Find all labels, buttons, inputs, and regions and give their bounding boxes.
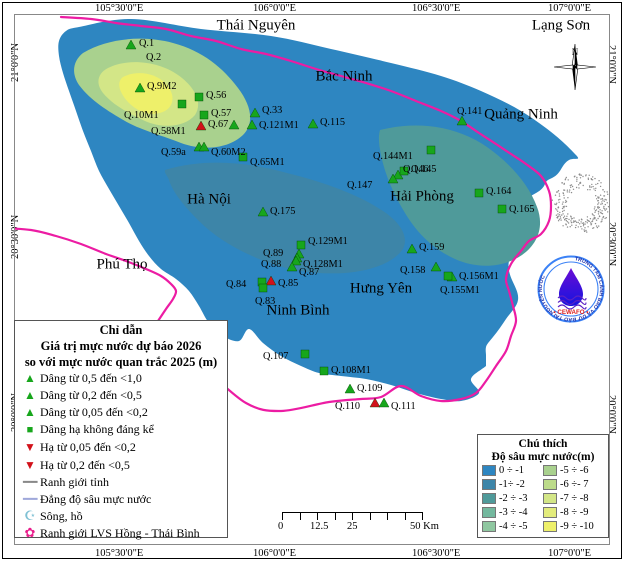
svg-text:Q.109: Q.109 [357, 383, 382, 394]
svg-text:Q.110: Q.110 [335, 401, 360, 412]
svg-text:Q.67: Q.67 [208, 119, 228, 130]
svg-text:Q.59a: Q.59a [161, 147, 186, 158]
svg-text:Q.60M2: Q.60M2 [211, 147, 246, 158]
svg-text:Q.159: Q.159 [419, 242, 444, 253]
svg-text:Q.84: Q.84 [226, 279, 246, 290]
svg-text:Q.129M1: Q.129M1 [308, 236, 348, 247]
svg-text:Q.121M1: Q.121M1 [259, 120, 299, 131]
svg-text:Q.10M1: Q.10M1 [124, 110, 159, 121]
svg-text:Q.2: Q.2 [146, 52, 161, 63]
svg-text:Q.144M1: Q.144M1 [373, 151, 413, 162]
svg-text:Q.1: Q.1 [139, 38, 154, 49]
svg-text:Q.108M1: Q.108M1 [331, 365, 371, 376]
svg-text:Q.88: Q.88 [261, 259, 281, 270]
svg-text:Q.89: Q.89 [263, 248, 283, 259]
svg-text:Q.9M2: Q.9M2 [147, 81, 176, 92]
svg-text:Q.164: Q.164 [486, 186, 511, 197]
svg-text:Q.111: Q.111 [391, 401, 416, 412]
svg-text:Q.33: Q.33 [262, 105, 282, 116]
svg-text:Q.107: Q.107 [263, 351, 288, 362]
svg-text:Q.175: Q.175 [270, 206, 295, 217]
svg-text:Q.158: Q.158 [400, 265, 425, 276]
svg-text:Q.56: Q.56 [206, 90, 226, 101]
svg-text:Q.155M1: Q.155M1 [440, 285, 480, 296]
svg-text:Q.85: Q.85 [278, 278, 298, 289]
svg-text:Q.141: Q.141 [457, 106, 482, 117]
svg-text:Q.147: Q.147 [347, 180, 372, 191]
svg-text:Q.57: Q.57 [211, 108, 231, 119]
svg-text:• CEWAFO •: • CEWAFO • [554, 309, 589, 316]
svg-text:Q.87: Q.87 [299, 267, 319, 278]
svg-text:Q.115: Q.115 [320, 117, 345, 128]
svg-text:N: N [572, 47, 579, 57]
svg-text:Q.165: Q.165 [509, 204, 534, 215]
svg-text:Q.58M1: Q.58M1 [151, 126, 186, 137]
svg-text:Q.156M1: Q.156M1 [459, 271, 499, 282]
svg-text:Q.65M1: Q.65M1 [250, 157, 285, 168]
svg-text:Q.145: Q.145 [411, 164, 436, 175]
